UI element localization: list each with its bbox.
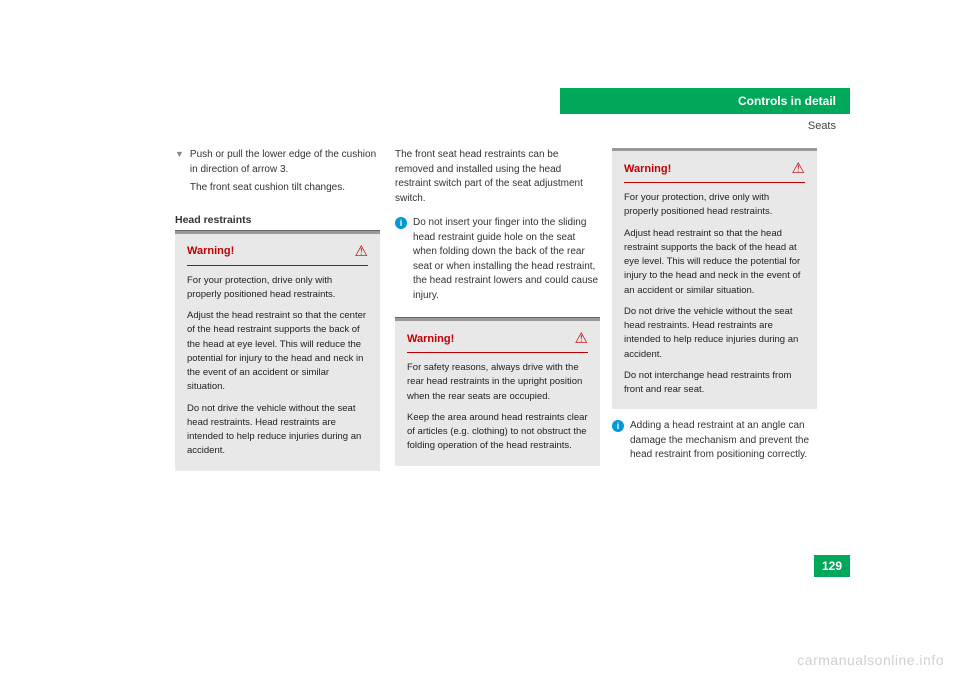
warning-title: Warning! [187,245,234,257]
page-number-text: 129 [822,559,842,573]
watermark: carmanualsonline.info [797,652,944,668]
text: Push or pull the lower edge of the cushi… [190,149,376,175]
warning-header: Warning! ⚠ [624,161,805,183]
warning-box: Warning! ⚠ For safety reasons, always dr… [395,321,600,466]
info-note: i Do not insert your finger into the sli… [395,216,600,303]
section-title: Controls in detail [738,94,836,108]
warning-title: Warning! [624,163,671,175]
warning-p: Keep the area around head restraints cle… [407,411,588,454]
warning-body: For your protection, drive only with pro… [624,191,805,397]
warning-box: Warning! ⚠ For your protection, drive on… [612,151,817,409]
warning-p: Do not interchange head restraints from … [624,369,805,398]
warning-p: Adjust head restraint so that the head r… [624,227,805,298]
page-number: 129 [814,555,850,577]
column-2: The front seat head restraints can be re… [395,148,600,466]
warning-p: For your protection, drive only with pro… [624,191,805,220]
instruction-text: Push or pull the lower edge of the cushi… [190,148,380,196]
warning-p: Adjust the head restraint so that the ce… [187,309,368,395]
warning-p: For your protection, drive only with pro… [187,274,368,303]
warning-box: Warning! ⚠ For your protection, drive on… [175,234,380,471]
section-header: Controls in detail [560,88,850,114]
warning-icon: ⚠ [355,244,368,259]
warning-header: Warning! ⚠ [407,331,588,353]
info-note: i Adding a head restraint at an angle ca… [612,419,817,463]
heading: Head restraints [175,214,380,226]
bullet-icon: ▼ [175,149,184,159]
warning-body: For your protection, drive only with pro… [187,274,368,459]
warning-p: Do not drive the vehicle without the sea… [187,402,368,459]
warning-icon: ⚠ [575,331,588,346]
info-icon: i [612,420,624,432]
warning-header: Warning! ⚠ [187,244,368,266]
text-sub: The front seat cushion tilt changes. [190,181,380,196]
warning-title: Warning! [407,333,454,345]
instruction-item: ▼ Push or pull the lower edge of the cus… [175,148,380,196]
warning-icon: ⚠ [792,161,805,176]
info-icon: i [395,217,407,229]
column-1: ▼ Push or pull the lower edge of the cus… [175,148,380,471]
manual-page: Controls in detail Seats ▼ Push or pull … [0,0,960,678]
column-3: Warning! ⚠ For your protection, drive on… [612,148,817,469]
warning-body: For safety reasons, always drive with th… [407,361,588,454]
info-text: Do not insert your finger into the slidi… [413,216,600,303]
section-subtitle: Seats [808,120,836,132]
warning-p: For safety reasons, always drive with th… [407,361,588,404]
info-text: Adding a head restraint at an angle can … [630,419,817,463]
intro-text: The front seat head restraints can be re… [395,148,600,206]
warning-p: Do not drive the vehicle without the sea… [624,305,805,362]
